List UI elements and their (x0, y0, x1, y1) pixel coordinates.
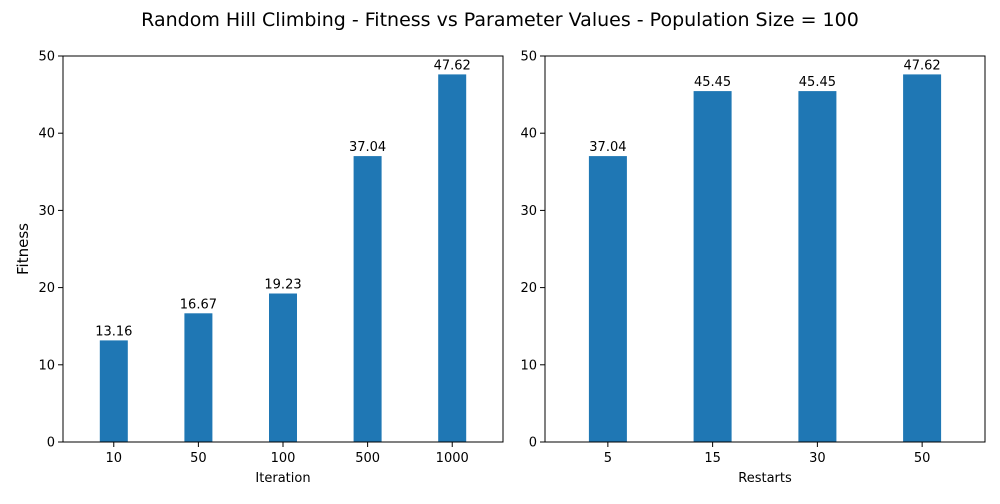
iteration-data-label-500: 37.04 (349, 140, 386, 155)
restarts-xlabel: Restarts (738, 471, 792, 486)
restarts-data-label-15: 45.45 (694, 75, 731, 90)
iteration-xtick-label-100: 100 (271, 451, 296, 466)
restarts-ytick-label-10: 10 (520, 358, 537, 373)
restarts-xtick-label-30: 30 (809, 451, 826, 466)
iteration-ytick-label-50: 50 (38, 50, 55, 65)
restarts-xtick-label-15: 15 (704, 451, 721, 466)
restarts-data-label-5: 37.04 (589, 140, 626, 155)
iteration-ytick-label-20: 20 (38, 281, 55, 296)
restarts-data-label-30: 45.45 (799, 75, 836, 90)
iteration-ytick-label-10: 10 (38, 358, 55, 373)
restarts-ytick-label-20: 20 (520, 281, 537, 296)
iteration-ylabel: Fitness (14, 223, 32, 275)
iteration-ytick-label-40: 40 (38, 127, 55, 142)
iteration-xtick-label-50: 50 (190, 451, 207, 466)
restarts-ytick-label-40: 40 (520, 127, 537, 142)
iteration-data-label-50: 16.67 (180, 297, 217, 312)
iteration-bar-500 (353, 156, 382, 442)
iteration-xtick-label-1000: 1000 (436, 451, 469, 466)
restarts-bar-5 (588, 156, 627, 442)
iteration-bar-50 (184, 313, 213, 442)
iteration-data-label-10: 13.16 (95, 324, 132, 339)
restarts-ytick-label-0: 0 (529, 436, 537, 451)
restarts-bar-15 (693, 91, 732, 442)
iteration-data-label-100: 19.23 (264, 278, 301, 293)
iteration-bar-10 (99, 340, 128, 442)
restarts-xtick-label-5: 5 (604, 451, 612, 466)
restarts-bar-50 (903, 74, 942, 443)
iteration-bar-100 (269, 293, 297, 442)
figure-title: Random Hill Climbing - Fitness vs Parame… (141, 9, 859, 31)
iteration-bar-1000 (438, 74, 467, 443)
iteration-ytick-label-30: 30 (38, 204, 55, 219)
restarts-chart-panel: 37.04 45.45 45.45 47.62 0 10 20 30 40 50 5 15 30 50 Re… (520, 50, 986, 486)
restarts-xtick-label-50: 50 (914, 451, 931, 466)
restarts-axes-frame (544, 55, 986, 443)
iteration-xtick-label-10: 10 (105, 451, 122, 466)
restarts-data-label-50: 47.62 (903, 58, 940, 73)
restarts-ytick-label-50: 50 (520, 50, 537, 65)
iteration-ytick-label-0: 0 (47, 436, 55, 451)
iteration-xtick-label-500: 500 (355, 451, 380, 466)
iteration-data-label-1000: 47.62 (434, 58, 471, 73)
iteration-xlabel: Iteration (255, 471, 310, 486)
iteration-chart-panel: 13.16 16.67 19.23 37.04 47.62 0 10 20 30 40 50 10 50… (14, 50, 504, 486)
restarts-bar-30 (798, 91, 837, 442)
restarts-ytick-label-30: 30 (520, 204, 537, 219)
